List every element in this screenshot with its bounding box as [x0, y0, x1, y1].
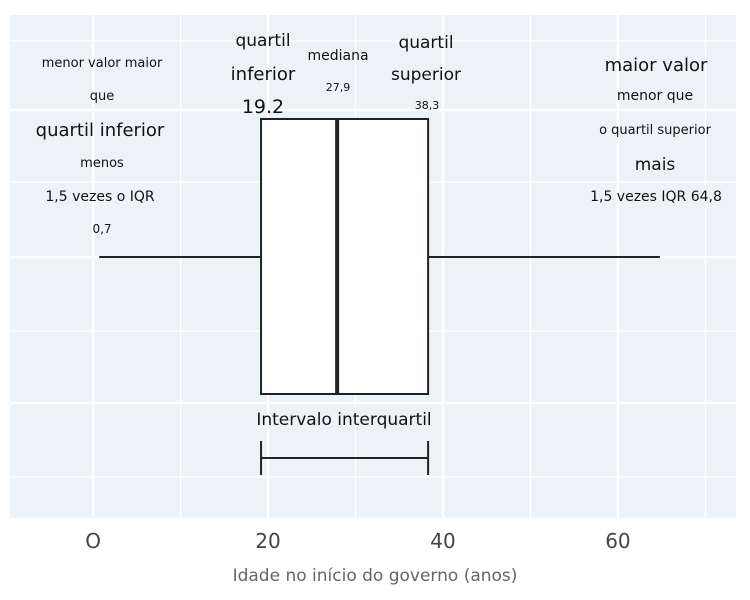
- x-tick-label-0: O: [85, 529, 101, 553]
- q1-value-label: 19.2: [241, 96, 285, 118]
- right-annot-line4: mais: [634, 155, 676, 175]
- x-tick-label-3: 60: [605, 529, 630, 553]
- q3-value-label: 38,3: [414, 99, 440, 112]
- left-annot-line5: 1,5 vezes o IQR: [45, 189, 155, 205]
- x-tick-label-2: 40: [430, 529, 455, 553]
- left-annot-line1: menor valor maior: [41, 56, 163, 71]
- q1-annot-line2: inferior: [230, 64, 296, 85]
- right-annot-line3: o quartil superior: [599, 123, 711, 138]
- x-tick-label-1: 20: [255, 529, 280, 553]
- median-annot-line1: mediana: [307, 48, 369, 64]
- iqr-box: [260, 118, 430, 395]
- iqr-label: Intervalo interquartil: [256, 410, 432, 430]
- right-annot-line5: 1,5 vezes IQR 64,8: [590, 189, 722, 205]
- x-axis-ticks: O 20 40 60: [85, 529, 630, 553]
- right-annot-line2: menor que: [616, 88, 694, 104]
- right-annot-line1: maior valor: [604, 55, 708, 76]
- q3-annot-line1: quartil: [398, 33, 454, 53]
- left-annot-line2: que: [89, 89, 115, 104]
- boxplot-marks: [99, 118, 660, 475]
- left-annot-line3: quartil inferior: [35, 120, 165, 141]
- min-value-label: 0,7: [92, 222, 112, 236]
- median-value-label: 27,9: [325, 81, 351, 94]
- q1-annot-line1: quartil: [235, 31, 291, 51]
- x-axis-label: Idade no início do governo (anos): [232, 566, 518, 586]
- q3-annot-line2: superior: [391, 65, 461, 85]
- left-annot-line4: menos: [80, 156, 124, 171]
